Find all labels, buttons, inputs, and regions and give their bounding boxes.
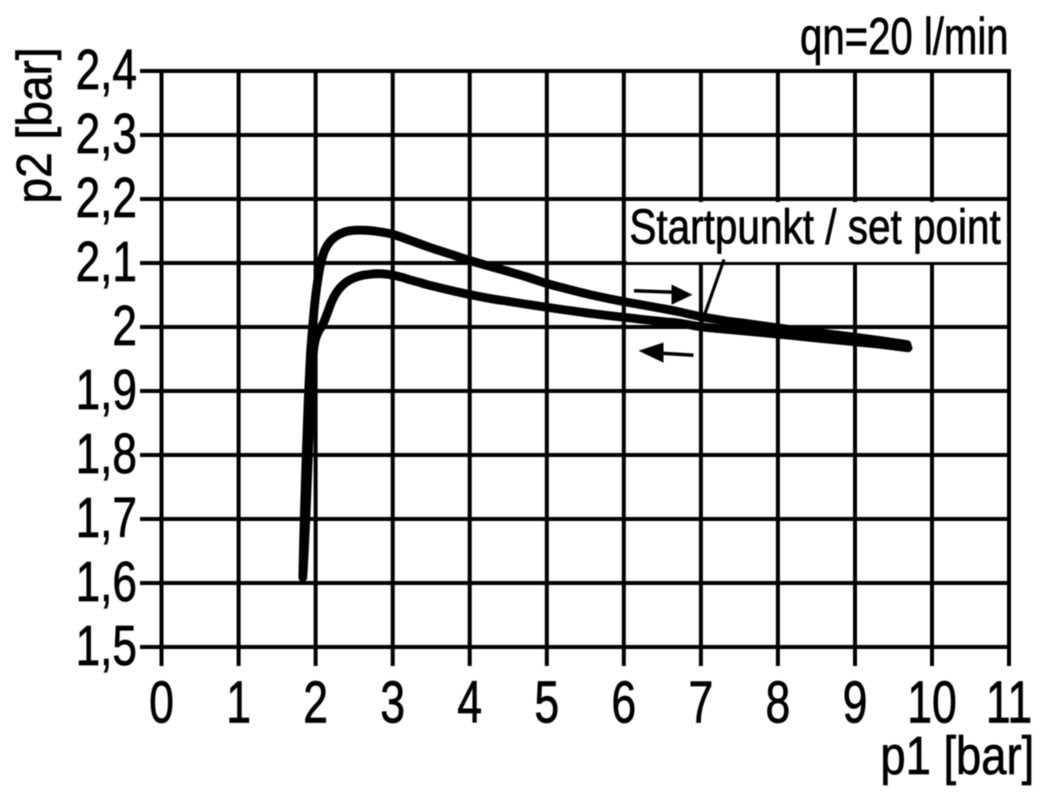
svg-text:3: 3 bbox=[380, 669, 405, 736]
svg-text:2,3: 2,3 bbox=[76, 102, 137, 166]
svg-text:6: 6 bbox=[611, 669, 636, 736]
svg-text:2,2: 2,2 bbox=[76, 166, 137, 230]
svg-text:7: 7 bbox=[688, 669, 713, 736]
svg-text:qn=20 l/min: qn=20 l/min bbox=[800, 7, 1009, 65]
svg-text:2: 2 bbox=[112, 294, 137, 358]
svg-text:p1 [bar]: p1 [bar] bbox=[880, 725, 1034, 786]
svg-text:2,4: 2,4 bbox=[76, 38, 137, 102]
svg-text:2: 2 bbox=[303, 669, 328, 736]
svg-text:Startpunkt / set point: Startpunkt / set point bbox=[629, 199, 1001, 255]
svg-text:1,7: 1,7 bbox=[76, 486, 137, 550]
svg-text:p2 [bar]: p2 [bar] bbox=[8, 47, 63, 203]
svg-text:1,6: 1,6 bbox=[76, 550, 137, 614]
svg-text:4: 4 bbox=[457, 669, 482, 736]
svg-text:1,5: 1,5 bbox=[76, 614, 137, 678]
svg-text:1,9: 1,9 bbox=[76, 358, 137, 422]
svg-text:0: 0 bbox=[149, 669, 174, 736]
svg-text:5: 5 bbox=[534, 669, 559, 736]
svg-text:8: 8 bbox=[765, 669, 790, 736]
svg-text:11: 11 bbox=[986, 669, 1032, 736]
svg-text:2,1: 2,1 bbox=[76, 230, 137, 294]
svg-text:1: 1 bbox=[226, 669, 251, 736]
svg-text:10: 10 bbox=[907, 669, 957, 736]
svg-text:1,8: 1,8 bbox=[76, 422, 137, 486]
svg-text:9: 9 bbox=[843, 669, 868, 736]
